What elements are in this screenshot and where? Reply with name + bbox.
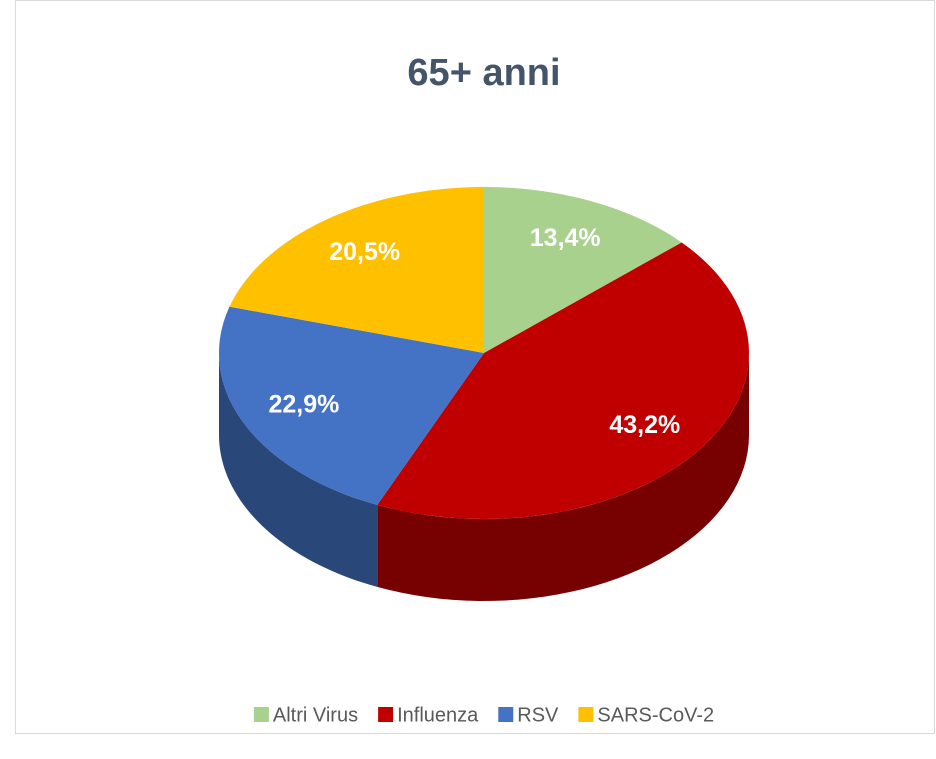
pie-slice bbox=[377, 242, 749, 519]
data-label: 22,9% bbox=[268, 390, 339, 418]
legend-swatch bbox=[253, 707, 269, 722]
legend-swatch bbox=[578, 707, 594, 722]
pie-slice-side bbox=[377, 353, 749, 601]
data-label: 43,2% bbox=[609, 411, 680, 439]
legend-swatch bbox=[498, 707, 514, 722]
legend-label: Altri Virus bbox=[273, 704, 358, 726]
legend-label: SARS-CoV-2 bbox=[597, 704, 714, 726]
data-label: 20,5% bbox=[329, 238, 400, 266]
pie-slice-side bbox=[219, 353, 378, 587]
legend-label: Influenza bbox=[397, 704, 479, 726]
pie-slice bbox=[219, 306, 484, 505]
chart-title: 65+ anni bbox=[407, 52, 560, 94]
data-label: 13,4% bbox=[530, 224, 601, 252]
legend-swatch bbox=[378, 707, 394, 722]
pie-slice bbox=[229, 187, 484, 353]
legend-label: RSV bbox=[517, 704, 559, 726]
pie-slice bbox=[484, 187, 682, 353]
